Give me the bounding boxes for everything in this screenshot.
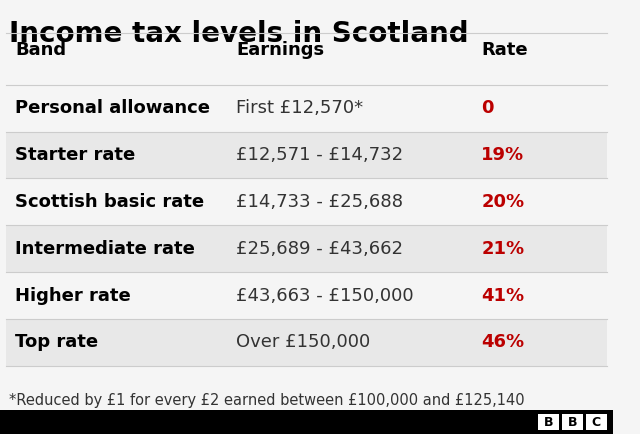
Text: Income tax levels in Scotland: Income tax levels in Scotland <box>9 20 469 48</box>
Text: Rate: Rate <box>481 41 528 59</box>
Text: Starter rate: Starter rate <box>15 146 136 164</box>
Text: Personal allowance: Personal allowance <box>15 99 211 117</box>
FancyBboxPatch shape <box>6 85 607 132</box>
Text: Earnings: Earnings <box>236 41 324 59</box>
Text: *Reduced by £1 for every £2 earned between £100,000 and £125,140: *Reduced by £1 for every £2 earned betwe… <box>9 393 525 408</box>
Text: 19%: 19% <box>481 146 524 164</box>
Text: £25,689 - £43,662: £25,689 - £43,662 <box>236 240 403 258</box>
Text: 46%: 46% <box>481 333 524 352</box>
FancyBboxPatch shape <box>6 319 607 366</box>
FancyBboxPatch shape <box>538 414 559 430</box>
Text: C: C <box>592 416 601 428</box>
Text: First £12,570*: First £12,570* <box>236 99 363 117</box>
Text: Intermediate rate: Intermediate rate <box>15 240 195 258</box>
Text: Over £150,000: Over £150,000 <box>236 333 370 352</box>
FancyBboxPatch shape <box>6 225 607 272</box>
Text: 0: 0 <box>481 99 493 117</box>
Text: Higher rate: Higher rate <box>15 286 131 305</box>
Text: 21%: 21% <box>481 240 524 258</box>
FancyBboxPatch shape <box>6 272 607 319</box>
Text: 20%: 20% <box>481 193 524 211</box>
Text: Band: Band <box>15 41 67 59</box>
Text: B: B <box>544 416 554 428</box>
Text: £12,571 - £14,732: £12,571 - £14,732 <box>236 146 403 164</box>
FancyBboxPatch shape <box>562 414 583 430</box>
Text: £43,663 - £150,000: £43,663 - £150,000 <box>236 286 413 305</box>
FancyBboxPatch shape <box>6 178 607 225</box>
Text: £14,733 - £25,688: £14,733 - £25,688 <box>236 193 403 211</box>
Text: Scottish basic rate: Scottish basic rate <box>15 193 204 211</box>
Text: B: B <box>568 416 577 428</box>
FancyBboxPatch shape <box>6 132 607 178</box>
FancyBboxPatch shape <box>0 410 613 434</box>
Text: 41%: 41% <box>481 286 524 305</box>
Text: Top rate: Top rate <box>15 333 99 352</box>
FancyBboxPatch shape <box>586 414 607 430</box>
